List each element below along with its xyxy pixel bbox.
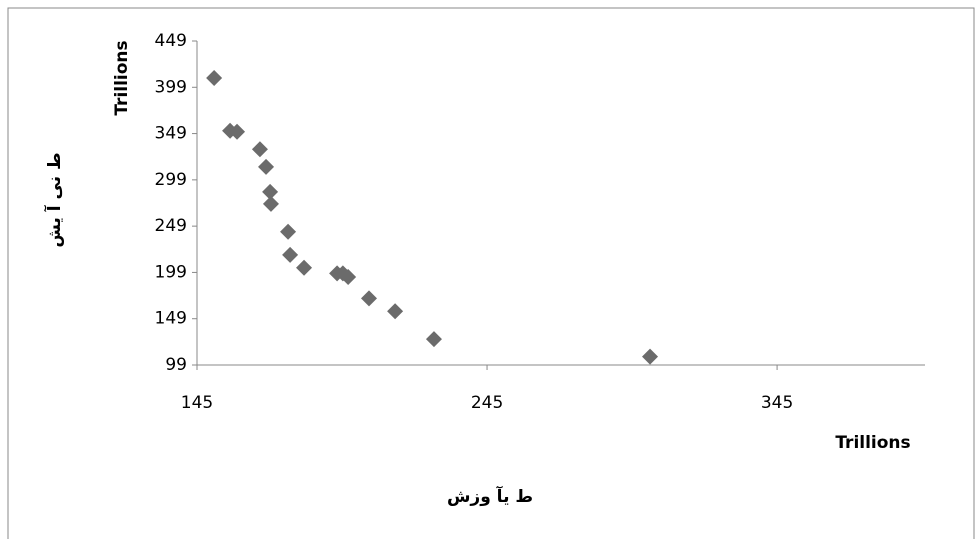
point (258, 158, 275, 175)
y-tick-label: 199 (155, 262, 187, 282)
y-tick-label: 449 (155, 31, 187, 51)
chart-frame (7, 7, 975, 539)
point (360, 290, 377, 307)
y-tick-label: 299 (155, 170, 187, 190)
point (340, 269, 357, 286)
point (229, 123, 246, 140)
x-unit: Trillions (835, 433, 910, 453)
y-tick-label: 399 (155, 77, 187, 97)
x-tick-label: 345 (761, 393, 793, 413)
y-tick-label: 349 (155, 124, 187, 144)
y-axis-title: ط نی آ یش (43, 152, 65, 247)
x-tick-label: 245 (471, 393, 503, 413)
point (282, 246, 299, 263)
point (262, 195, 279, 212)
y-unit: Trillions (112, 40, 132, 115)
y-tick-label: 149 (155, 309, 187, 329)
point (206, 70, 223, 87)
x-axis-title: ط یآ وزش (447, 485, 533, 507)
y-tick-label: 99 (165, 355, 187, 375)
point (280, 223, 297, 240)
point (296, 259, 313, 276)
x-tick-label: 145 (181, 393, 213, 413)
point (387, 303, 404, 320)
point (262, 183, 279, 200)
y-tick-label: 249 (155, 216, 187, 236)
point (251, 141, 268, 158)
point (642, 348, 659, 365)
point (425, 331, 442, 348)
